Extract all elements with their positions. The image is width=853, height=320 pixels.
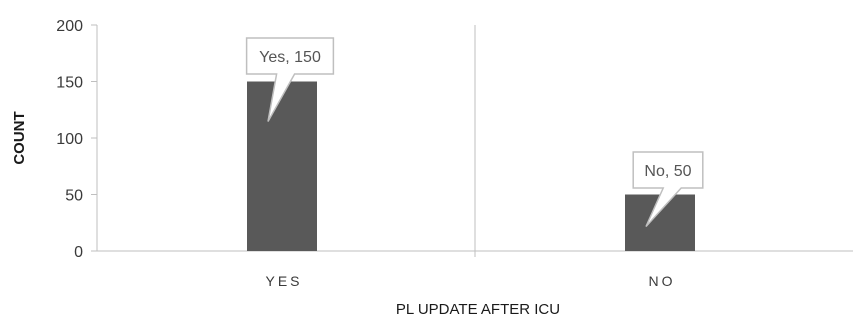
y-axis-title: COUNT (11, 111, 28, 164)
data-label-callout: No, 50 (632, 151, 704, 228)
data-label-box (245, 37, 335, 122)
x-tick-label: NO (649, 273, 676, 289)
x-tick-label: YES (265, 273, 302, 289)
chart-axes (96, 25, 853, 257)
y-tick-label: 50 (65, 188, 83, 205)
data-label-box (632, 151, 704, 228)
y-tick-label: 0 (74, 244, 83, 261)
x-axis-ticks: YES NO (265, 273, 676, 289)
y-tick-label: 200 (56, 18, 83, 35)
y-axis-ticks: 0 50 100 150 200 (56, 18, 97, 261)
y-tick-label: 100 (56, 131, 83, 148)
y-tick-label: 150 (56, 75, 83, 92)
x-axis-title: PL UPDATE AFTER ICU (396, 301, 560, 318)
data-label-text: No, 50 (644, 163, 691, 180)
data-label-callout: Yes, 150 (245, 37, 335, 122)
data-label-text: Yes, 150 (259, 49, 321, 66)
chart-data-labels: Yes, 150 No, 50 (245, 37, 704, 228)
chart-bars (247, 81, 695, 251)
bar-yes (247, 81, 317, 251)
